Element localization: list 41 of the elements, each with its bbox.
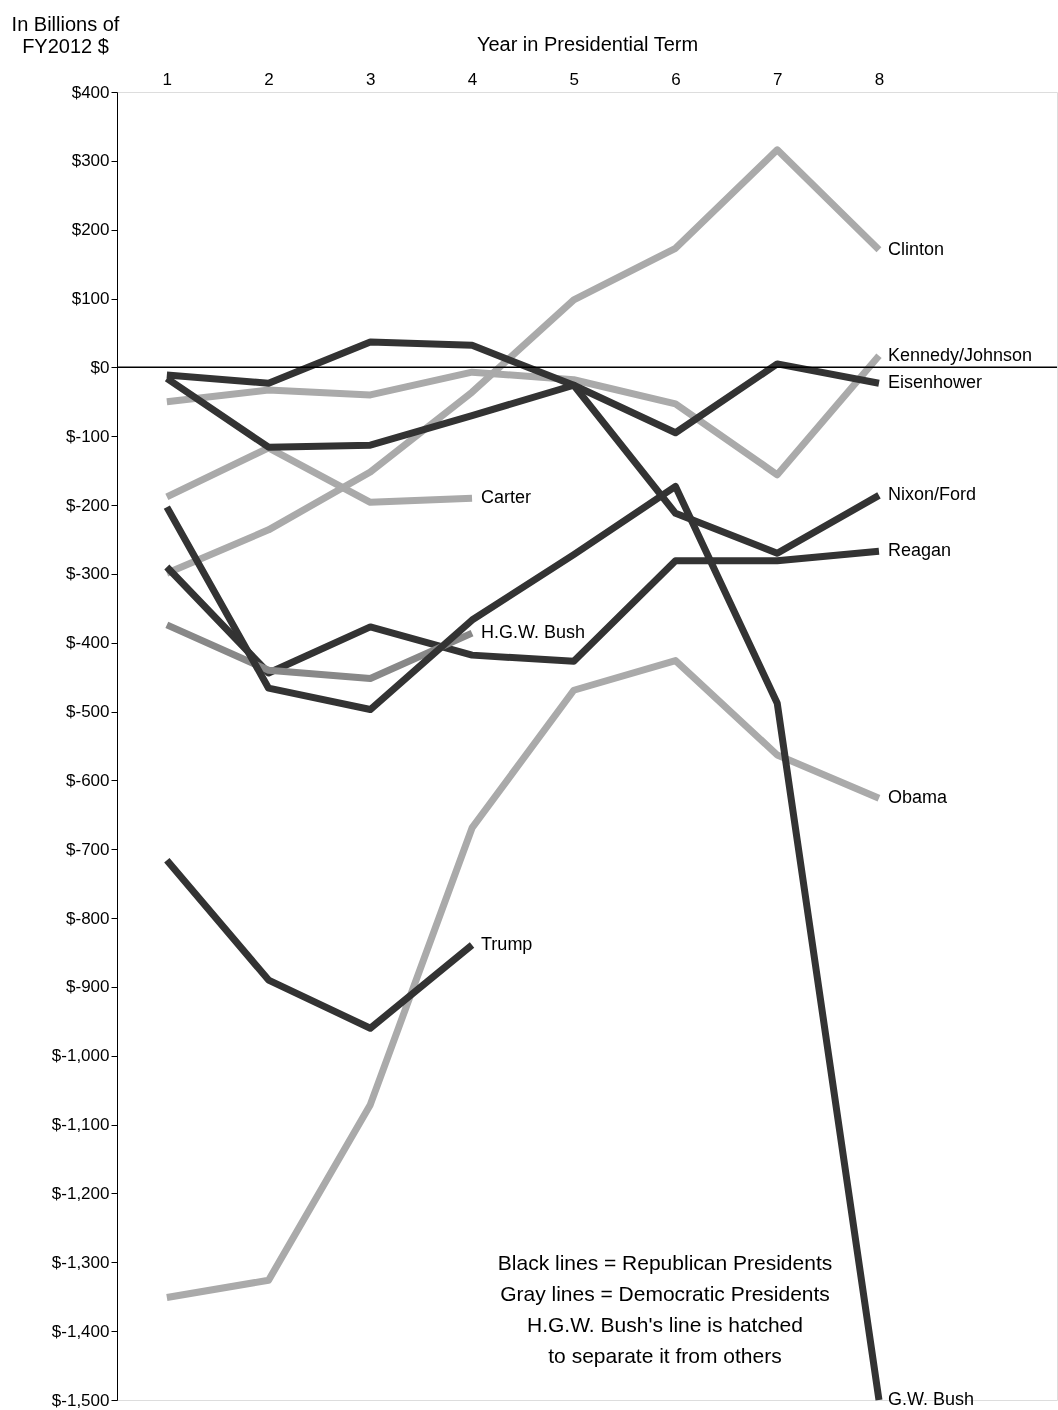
y-tick-label: $-1,500 [51,1390,110,1410]
y-tick-label: $-800 [66,908,110,928]
x-tick-label: 1 [162,69,173,89]
series-label: Nixon/Ford [887,484,976,505]
y-tick-label: $-1,300 [51,1252,110,1272]
series-label: Trump [481,933,533,954]
y-tick-label: $-1,100 [51,1115,110,1135]
y-tick-label: $-1,400 [51,1321,110,1341]
x-tick-label: 4 [467,69,478,89]
x-tick-label: 8 [874,69,885,89]
y-tick-label: $-900 [66,977,110,997]
series-label: G.W. Bush [887,1389,974,1409]
y-tick-label: $-200 [66,495,110,515]
series-label: Reagan [887,540,952,561]
series-label: Carter [481,487,532,508]
y-tick-label: $-100 [66,426,110,446]
x-tick-label: 7 [773,69,783,89]
y-tick-label: $400 [71,82,110,102]
x-tick-label: 3 [366,69,376,89]
annotation: Black lines = Republican Presidents Gray lines = Democratic Presidents H.G.W. Bush's line is hatched to separate it from others [497,1251,833,1367]
y-tick-label: $-600 [66,770,110,790]
x-axis-title: Year in Presidential Term [476,32,699,55]
y-axis-title: In Billions of FY2012 $ [11,12,120,57]
series-label: Obama [887,787,948,808]
y-tick-label: $200 [71,220,110,240]
y-tick-label: $-300 [66,564,110,584]
y-tick-label: $300 [71,151,110,171]
y-tick-label: $-500 [66,702,110,722]
series-label: H.G.W. Bush [481,622,586,643]
y-tick-label: $-1,200 [51,1183,110,1203]
y-tick-label: $-700 [66,839,110,859]
series-label: Eisenhower [887,372,983,393]
series-label: Kennedy/Johnson [887,344,1033,365]
y-tick-label: $0 [90,357,110,377]
y-tick-label: $100 [71,289,110,309]
y-tick-label: $-400 [66,633,110,653]
x-tick-label: 5 [569,69,580,89]
x-tick-label: 6 [671,69,681,89]
y-tick-label: $-1,000 [51,1046,110,1066]
x-tick-label: 2 [264,69,274,89]
series-label: Clinton [887,238,944,259]
